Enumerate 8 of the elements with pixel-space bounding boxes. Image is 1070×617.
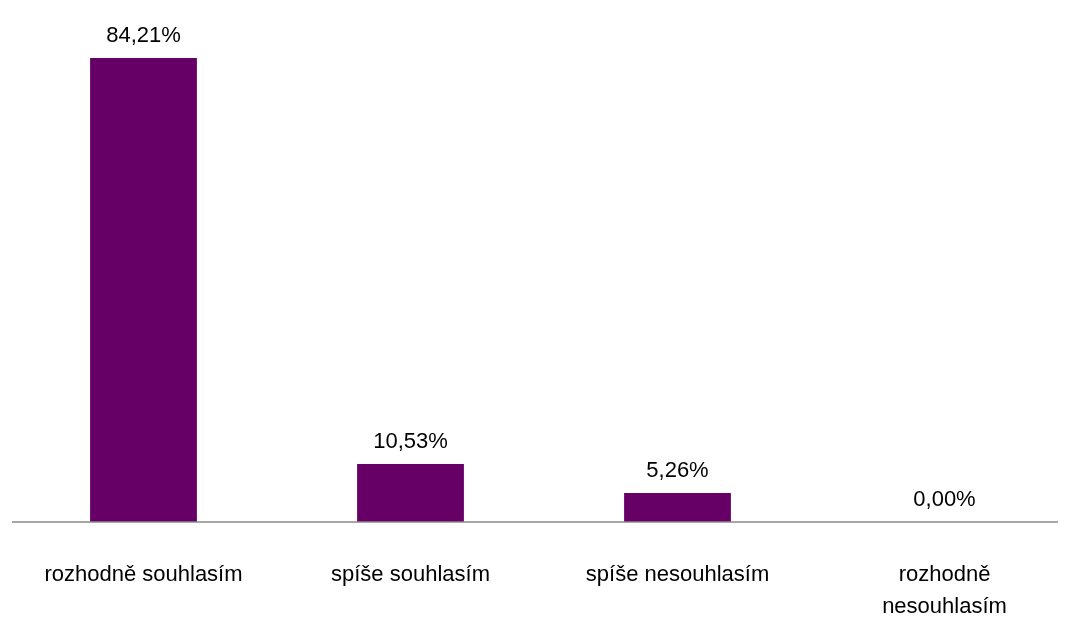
data-label: 5,26% xyxy=(646,457,709,483)
x-tick-label: rozhodně nesouhlasím xyxy=(882,561,1007,617)
x-tick-label: spíše souhlasím xyxy=(331,561,490,586)
data-label: 10,53% xyxy=(373,427,448,453)
data-label: 0,00% xyxy=(913,486,976,511)
x-tick-label: rozhodně souhlasím xyxy=(44,561,243,586)
x-tick-label: spíše nesouhlasím xyxy=(585,561,770,586)
data-label: 84,21% xyxy=(106,22,181,47)
